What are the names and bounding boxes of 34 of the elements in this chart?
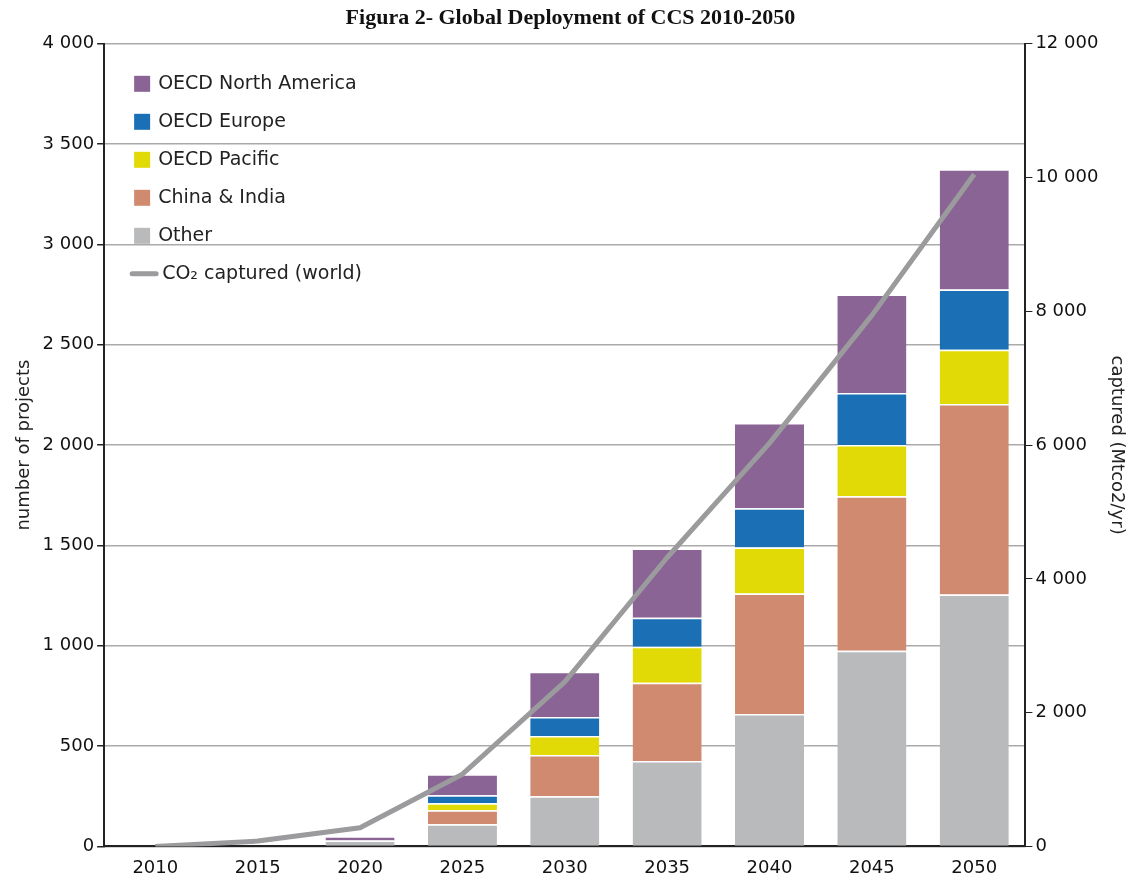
- legend-label: OECD North America: [158, 70, 357, 93]
- legend-label: OECD Pacific: [158, 146, 280, 169]
- x-tick-label: 2040: [746, 855, 793, 877]
- y-tick-label: 500: [59, 733, 95, 755]
- y2-tick-label: 8 000: [1035, 299, 1087, 321]
- y-tick-label: 1 000: [42, 633, 95, 655]
- y-tick-label: 2 000: [42, 432, 95, 454]
- legend-label: China & India: [158, 184, 286, 207]
- y-tick-label: 3 500: [42, 131, 95, 153]
- chart-title: Figura 2- Global Deployment of CCS 2010-2050: [344, 4, 797, 30]
- x-tick-label: 2050: [951, 855, 998, 877]
- y-tick-label: 0: [82, 834, 95, 856]
- y2-tick-label: 0: [1035, 834, 1047, 856]
- y2-tick-label: 6 000: [1035, 432, 1087, 454]
- y2-tick-label: 4 000: [1035, 566, 1087, 588]
- y2-tick-label: 12 000: [1035, 31, 1099, 53]
- y2-tick-label: 2 000: [1035, 700, 1087, 722]
- y-axis-title: number of projects: [12, 359, 34, 531]
- y-tick-label: 2 500: [42, 332, 95, 354]
- y-tick-label: 1 500: [42, 533, 95, 555]
- y2-tick-label: 10 000: [1035, 165, 1099, 187]
- x-tick-label: 2045: [848, 855, 895, 877]
- x-tick-label: 2015: [234, 855, 281, 877]
- x-tick-label: 2020: [337, 855, 383, 877]
- legend-label: Other: [158, 222, 213, 245]
- y-tick-label: 4 000: [42, 31, 95, 53]
- x-tick-label: 2010: [132, 855, 179, 877]
- legend-label: OECD Europe: [158, 108, 286, 131]
- x-tick-label: 2035: [644, 855, 691, 877]
- x-tick-label: 2030: [541, 855, 588, 877]
- y-tick-label: 3 000: [42, 232, 95, 254]
- y2-axis-title: captured (Mtco2/yr): [1107, 355, 1129, 535]
- legend-label: CO₂ captured (world): [162, 260, 362, 283]
- x-tick-label: 2025: [439, 855, 486, 877]
